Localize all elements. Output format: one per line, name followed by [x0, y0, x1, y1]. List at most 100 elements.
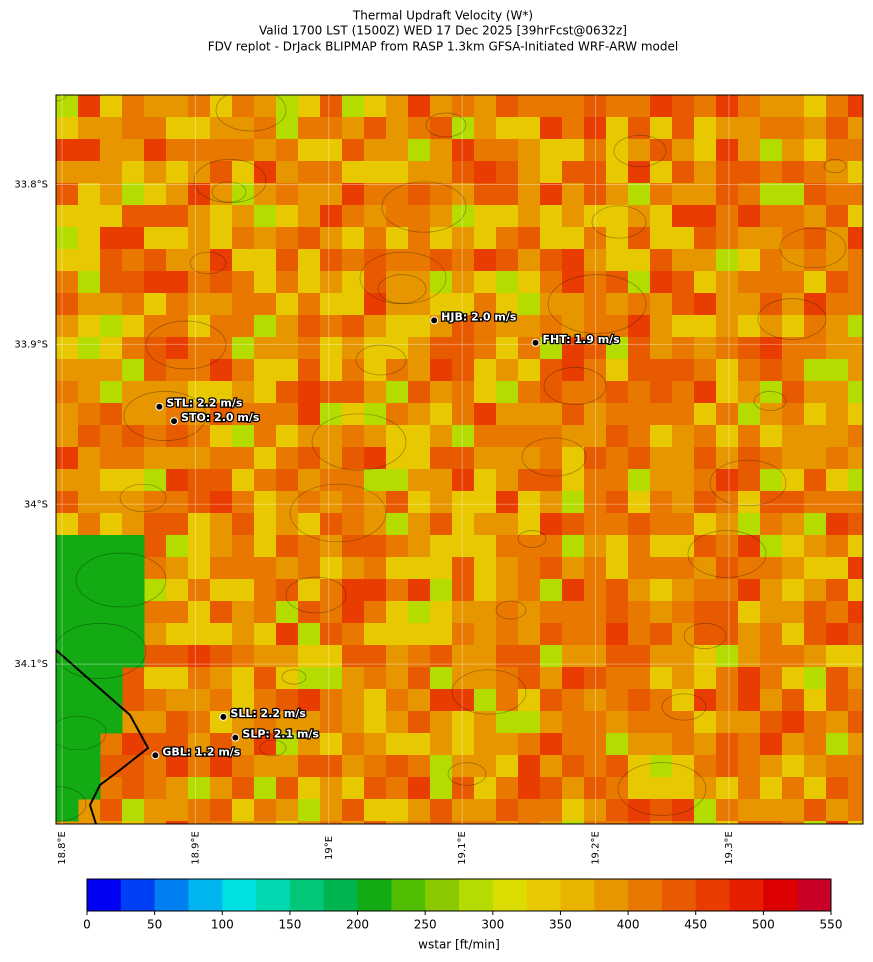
heat-cell [606, 271, 629, 294]
heat-cell [276, 337, 299, 360]
heat-cell [540, 579, 563, 602]
heat-cell [760, 469, 783, 492]
colorbar-swatch [357, 879, 392, 911]
heat-cell [628, 381, 651, 404]
heat-cell [298, 645, 321, 668]
station-label: STL: 2.2 m/s [166, 397, 242, 410]
heat-cell [650, 623, 673, 646]
heat-cell [386, 205, 409, 228]
heat-cell [826, 205, 849, 228]
heat-cell [518, 733, 541, 756]
heat-cell [100, 645, 123, 668]
heat-cell [210, 359, 233, 382]
heat-cell [452, 645, 475, 668]
heat-cell [848, 689, 863, 712]
heat-cell [78, 359, 101, 382]
heat-cell [474, 403, 497, 426]
heat-cell [628, 469, 651, 492]
map-frame [55, 94, 864, 825]
heat-cell [188, 447, 211, 470]
heat-cell [452, 711, 475, 734]
heat-cell [144, 205, 167, 228]
heat-cell [848, 557, 863, 580]
heat-cell [760, 733, 783, 756]
heat-cell [100, 381, 123, 404]
heat-cell [562, 95, 585, 118]
heat-cell [804, 535, 827, 558]
heat-cell [760, 205, 783, 228]
heat-cell [166, 117, 189, 140]
heat-cell [738, 271, 761, 294]
heat-cell [474, 711, 497, 734]
heat-cell [562, 733, 585, 756]
heat-cell [760, 579, 783, 602]
heat-cell [606, 667, 629, 690]
heat-cell [430, 249, 453, 272]
heat-cell [430, 755, 453, 778]
heat-cell [386, 249, 409, 272]
heat-cell [254, 645, 277, 668]
heat-cell [628, 359, 651, 382]
heat-cell [386, 689, 409, 712]
heat-cell [848, 711, 863, 734]
contour [189, 251, 227, 275]
heat-cell [716, 293, 739, 316]
heat-cell [694, 337, 717, 360]
heat-cell [518, 359, 541, 382]
heat-cell [782, 777, 805, 800]
heat-cell [298, 293, 321, 316]
heat-cell [848, 623, 863, 646]
heat-cell [276, 755, 299, 778]
heat-cell [100, 711, 123, 734]
heat-cell [320, 227, 343, 250]
heat-cell [386, 447, 409, 470]
colorbar-swatch [594, 879, 629, 911]
heat-cell [496, 733, 519, 756]
heat-cell [144, 777, 167, 800]
heat-cell [496, 601, 519, 624]
heat-cell [56, 293, 79, 316]
station-marker [170, 417, 179, 426]
heat-cell [672, 315, 695, 338]
contour [56, 786, 87, 822]
heat-cell [650, 117, 673, 140]
contour [281, 669, 307, 685]
heat-cell [760, 799, 783, 822]
heat-cell [496, 227, 519, 250]
heat-cell [210, 117, 233, 140]
station-marker [531, 338, 540, 347]
heat-cell [584, 799, 607, 822]
x-tick-label: 18.8°E [57, 831, 68, 865]
heat-cell [122, 293, 145, 316]
heat-cell [188, 359, 211, 382]
heat-cell [804, 425, 827, 448]
heat-cell [276, 645, 299, 668]
heat-cell [738, 227, 761, 250]
heat-cell [364, 557, 387, 580]
heat-cell [386, 623, 409, 646]
heat-cell [254, 95, 277, 118]
heat-cell [100, 117, 123, 140]
heat-cell [408, 535, 431, 558]
colorbar-tick-label: 250 [414, 918, 437, 932]
heat-cell [298, 623, 321, 646]
heat-cell [386, 271, 409, 294]
heat-cell [452, 95, 475, 118]
heat-cell [584, 139, 607, 162]
coastline [56, 649, 150, 824]
heat-cell [738, 557, 761, 580]
heat-cell [606, 777, 629, 800]
heat-cell [474, 359, 497, 382]
contour [757, 298, 827, 340]
contour [447, 762, 487, 786]
colorbar-swatch [425, 879, 460, 911]
heat-cell [694, 579, 717, 602]
heat-cell [408, 667, 431, 690]
heat-cell [166, 623, 189, 646]
heat-cell [232, 205, 255, 228]
heat-cell [122, 249, 145, 272]
heat-cell [804, 381, 827, 404]
heat-cell [408, 469, 431, 492]
contour [285, 576, 347, 614]
heat-cell [540, 557, 563, 580]
